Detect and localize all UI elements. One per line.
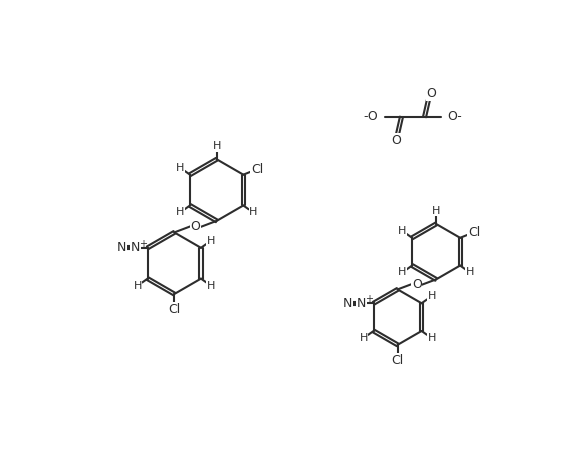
Text: N: N [343, 297, 352, 310]
Text: H: H [427, 333, 436, 343]
Text: O: O [190, 220, 200, 233]
Text: H: H [466, 267, 474, 278]
Text: H: H [207, 281, 215, 290]
Text: O: O [412, 278, 422, 291]
Text: H: H [360, 333, 368, 343]
Text: H: H [432, 206, 441, 216]
Text: N: N [130, 241, 140, 254]
Text: -O: -O [364, 111, 378, 124]
Text: +: + [365, 295, 373, 304]
Text: Cl: Cl [168, 303, 180, 316]
Text: O: O [391, 134, 401, 147]
Text: O: O [427, 87, 436, 100]
Text: H: H [398, 226, 406, 236]
Text: H: H [207, 236, 215, 246]
Text: H: H [176, 163, 184, 173]
Text: Cl: Cl [392, 354, 404, 367]
Text: H: H [427, 291, 436, 301]
Text: Cl: Cl [251, 163, 263, 176]
Text: O-: O- [448, 111, 463, 124]
Text: H: H [133, 281, 142, 290]
Text: Cl: Cl [468, 226, 480, 239]
Text: H: H [176, 207, 184, 218]
Text: +: + [139, 239, 147, 249]
Text: N: N [117, 241, 126, 254]
Text: H: H [212, 141, 221, 151]
Text: H: H [249, 207, 257, 218]
Text: N: N [357, 297, 366, 310]
Text: H: H [398, 267, 406, 278]
